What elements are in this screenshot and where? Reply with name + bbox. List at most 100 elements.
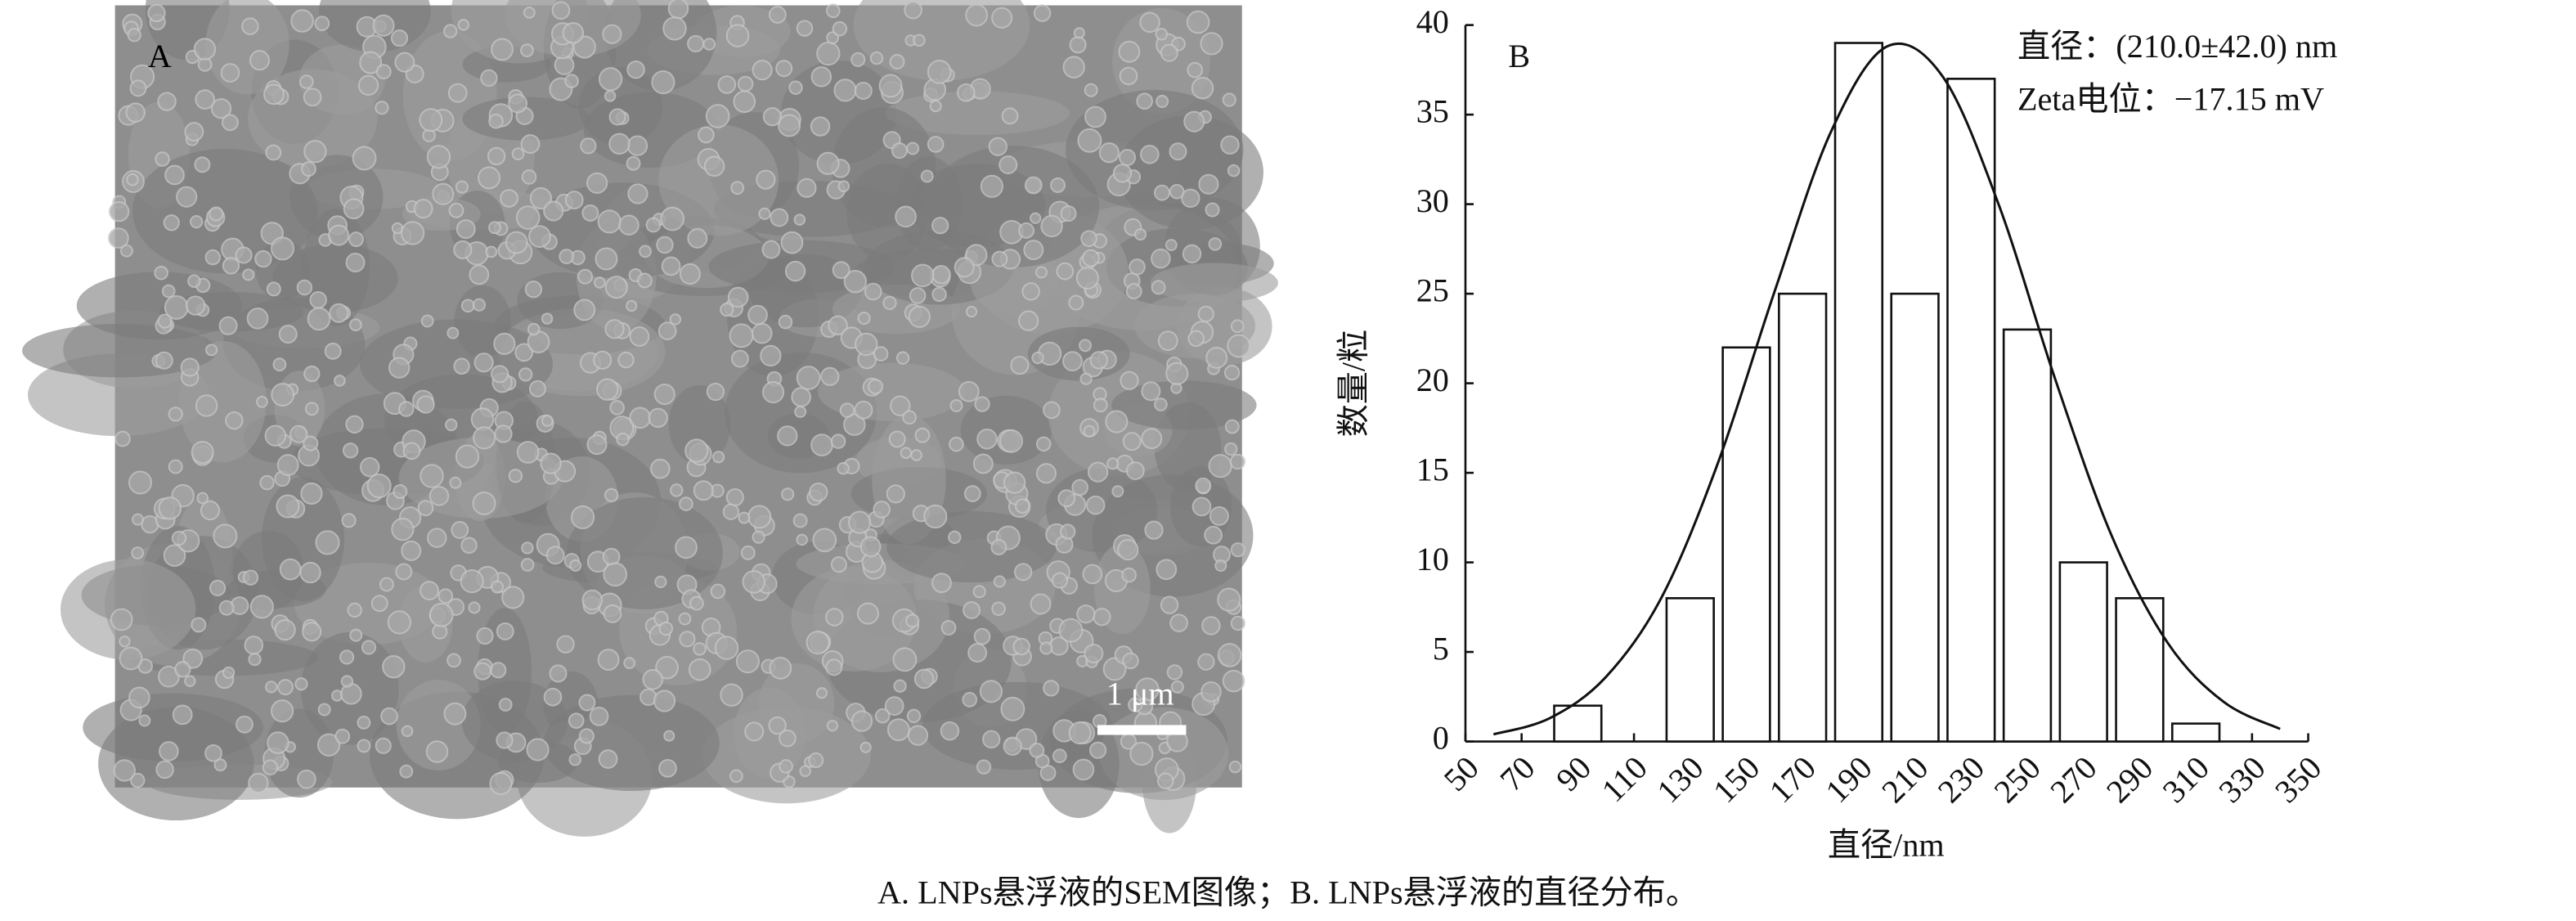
sem-particle [1089, 351, 1109, 370]
sem-particle [222, 257, 240, 275]
sem-particle [127, 28, 141, 43]
y-tick-label: 25 [1416, 272, 1449, 308]
sem-particle [751, 322, 773, 344]
sem-particle [1197, 653, 1215, 671]
sem-particle [1166, 664, 1183, 681]
sem-particle [297, 769, 316, 789]
sem-particle [589, 707, 609, 726]
sem-particle [196, 492, 209, 505]
sem-particle [1169, 183, 1185, 200]
sem-particle [722, 503, 740, 520]
sem-particle [580, 137, 597, 155]
sem-particle [266, 281, 281, 297]
sem-particle [163, 544, 186, 567]
sem-particle [1122, 432, 1142, 452]
sem-particle [429, 486, 450, 506]
sem-particle [856, 602, 879, 625]
sem-particle [457, 19, 470, 31]
sem-particle [710, 583, 726, 600]
sem-particle [334, 375, 346, 387]
sem-particle [1062, 56, 1085, 79]
sem-particle [1128, 697, 1143, 712]
sem-particle [902, 410, 917, 425]
sem-particle [837, 180, 850, 192]
sem-particle [847, 510, 872, 534]
sem-particle [416, 395, 435, 414]
sem-particle [873, 501, 891, 519]
sem-texture [1112, 7, 1211, 115]
sem-particle [976, 759, 992, 775]
sem-particle [138, 714, 151, 727]
sem-particle [1224, 419, 1240, 434]
sem-particle [967, 643, 988, 663]
sem-particle [990, 539, 1008, 555]
sem-particle [204, 249, 221, 266]
sem-particle [655, 655, 679, 680]
sem-particle [948, 530, 962, 545]
sem-particle [1141, 381, 1161, 402]
sem-particle [324, 342, 342, 360]
sem-particle [768, 716, 787, 735]
sem-particle [1169, 613, 1188, 632]
sem-particle [931, 265, 951, 285]
sem-particle [265, 681, 278, 694]
sem-particle [889, 54, 905, 70]
sem-particle [349, 318, 362, 331]
sem-particle [999, 429, 1024, 453]
sem-particle [837, 461, 850, 475]
sem-particle [850, 710, 873, 732]
sem-particle [1187, 330, 1205, 348]
sem-particle [642, 668, 664, 690]
sem-particle [597, 649, 620, 671]
sem-particle [300, 482, 323, 505]
sem-particle [777, 425, 798, 447]
sem-particle [675, 536, 698, 559]
sem-particle [130, 772, 146, 788]
sem-texture [818, 362, 966, 421]
sem-particle [1112, 164, 1133, 183]
sem-particle [1119, 149, 1137, 167]
sem-particle [526, 738, 550, 762]
sem-particle [1222, 92, 1236, 107]
sem-texture [396, 680, 481, 770]
sem-particle [1060, 205, 1077, 222]
sem-particle [1209, 505, 1229, 526]
sem-particle [114, 430, 131, 447]
sem-particle [399, 764, 414, 779]
sem-particle [1160, 595, 1179, 614]
sem-particle [923, 504, 948, 529]
sem-particle [669, 313, 682, 326]
sem-particle [1035, 463, 1057, 484]
sem-particle [426, 145, 451, 169]
sem-particle [658, 621, 674, 636]
sem-particle [826, 720, 839, 732]
sem-particle [242, 268, 255, 281]
sem-particle [779, 729, 797, 748]
sem-particle [204, 744, 222, 762]
bar [1553, 704, 1603, 743]
sem-particle [999, 155, 1018, 174]
sem-particle [1129, 258, 1146, 276]
sem-particle [1051, 572, 1069, 589]
sem-particle [1156, 772, 1174, 790]
sem-particle [650, 458, 671, 479]
sem-particle [577, 268, 594, 285]
sem-particle [155, 351, 173, 370]
sem-particle [645, 217, 662, 233]
sem-particle [347, 602, 362, 618]
sem-particle [187, 274, 201, 288]
sem-particle [1000, 696, 1025, 721]
sem-particle [667, 0, 689, 20]
sem-particle [303, 365, 321, 383]
sem-particle [520, 558, 535, 572]
sem-particle [886, 484, 905, 504]
sem-particle [892, 647, 918, 672]
sem-particle [540, 452, 562, 474]
sem-particle [473, 426, 496, 450]
sem-particle [545, 546, 565, 565]
sem-particle [993, 575, 1006, 588]
sem-particle [469, 264, 490, 285]
sem-particle [427, 528, 447, 548]
sem-particle [616, 432, 630, 447]
sem-particle [119, 646, 143, 671]
